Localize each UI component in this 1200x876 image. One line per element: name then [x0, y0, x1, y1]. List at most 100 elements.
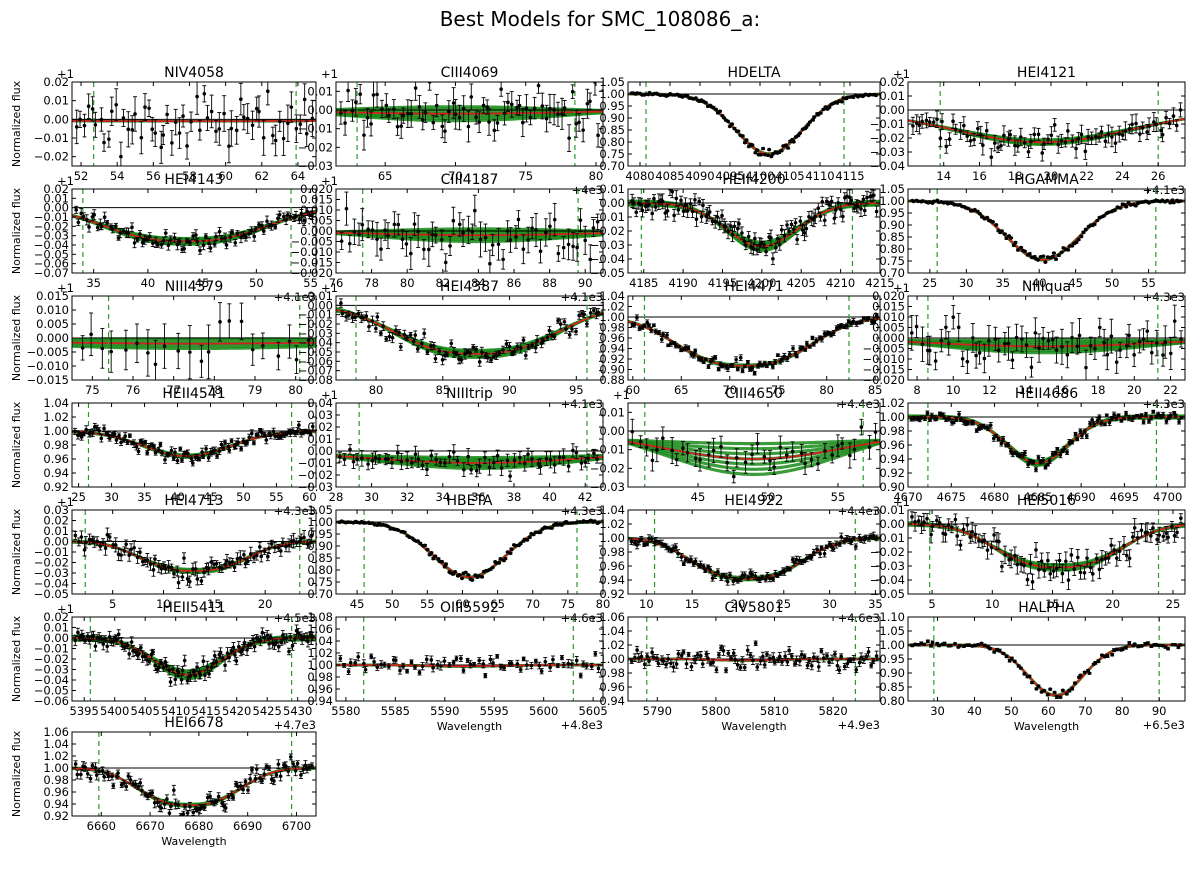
data-point	[809, 452, 814, 468]
data-point	[1082, 428, 1087, 435]
y-tick-label: 0.92	[43, 480, 69, 494]
plot-area	[908, 189, 1185, 273]
data-point	[864, 190, 869, 205]
data-point	[443, 253, 448, 272]
panel-ciii4650: 45 50 550.010.00−0.01−0.02−0.03CIII4650+1+…	[590, 386, 881, 518]
model-line	[908, 524, 1185, 566]
data-point	[348, 658, 353, 667]
data-point	[706, 364, 711, 369]
data-point	[1009, 236, 1014, 240]
data-point	[239, 445, 244, 452]
data-point	[449, 339, 454, 348]
data-point	[761, 240, 766, 249]
data-point	[135, 237, 140, 243]
data-point	[281, 121, 286, 156]
data-point	[487, 108, 492, 136]
data-point	[517, 95, 522, 116]
data-point	[1133, 203, 1138, 208]
data-point	[106, 771, 111, 782]
data-point	[405, 99, 410, 129]
data-point	[695, 651, 700, 658]
data-point	[996, 142, 1001, 153]
x-tick-label: 4115	[835, 169, 864, 183]
data-point	[1101, 214, 1106, 218]
data-point	[175, 565, 180, 577]
data-point	[839, 323, 844, 329]
data-point	[1058, 695, 1063, 699]
y-tick-label: 0.01	[599, 405, 625, 419]
x-tick-label: 4200	[747, 276, 776, 290]
data-point	[1029, 356, 1034, 378]
y-tick-label: −0.06	[34, 694, 69, 708]
data-point	[212, 446, 217, 454]
data-point	[402, 530, 407, 534]
data-point	[380, 522, 385, 527]
data-point	[596, 123, 601, 148]
x-tick-label: 42	[578, 490, 593, 504]
data-point	[998, 140, 1003, 151]
data-point	[934, 515, 939, 526]
data-point	[466, 448, 471, 465]
data-point	[251, 552, 256, 564]
data-point	[136, 447, 141, 455]
data-point	[1045, 552, 1050, 569]
data-point	[513, 225, 518, 249]
x-tick-label: 5790	[643, 704, 672, 718]
data-point	[1070, 134, 1075, 148]
data-point	[270, 126, 275, 145]
data-point	[207, 669, 212, 678]
panel-title: HEI4713	[164, 493, 223, 509]
x-tick-label: 45	[203, 490, 218, 504]
y-tick-label: 0.01	[43, 94, 69, 108]
data-point	[1099, 550, 1104, 569]
data-point	[1145, 641, 1150, 646]
data-point	[226, 793, 231, 801]
data-point	[257, 541, 262, 553]
y-tick-label: 0.88	[599, 373, 625, 387]
data-point	[799, 444, 804, 463]
y-tick-label: 0.015	[36, 289, 69, 303]
data-point	[229, 110, 234, 147]
data-point	[1127, 641, 1132, 645]
panel-title: HEI4143	[164, 172, 223, 188]
data-point	[767, 233, 772, 242]
y-tick-label: 0.02	[43, 75, 69, 89]
data-point	[787, 646, 792, 655]
data-point	[914, 315, 919, 338]
data-point	[920, 326, 925, 362]
data-point	[291, 760, 296, 768]
data-point	[831, 330, 836, 336]
data-point	[219, 235, 224, 242]
data-point	[1007, 553, 1012, 566]
data-point	[458, 655, 463, 662]
x-tick-label: 6660	[87, 819, 116, 833]
data-point	[116, 769, 121, 777]
data-point	[1030, 255, 1035, 260]
data-point	[241, 550, 246, 560]
data-point	[219, 564, 224, 573]
panel-title: NIIItrip	[446, 386, 493, 402]
x-offset-label: +4.6e3	[838, 611, 880, 625]
data-point	[1168, 336, 1173, 370]
x-tick-label: 45	[1068, 276, 1083, 290]
data-point	[209, 556, 214, 568]
data-point	[288, 212, 293, 221]
data-point	[129, 222, 134, 233]
y-tick-label: −0.02	[298, 317, 333, 331]
x-tick-label: 20	[1127, 383, 1142, 397]
data-point	[715, 568, 720, 576]
data-point	[299, 209, 304, 219]
data-point	[139, 121, 144, 155]
data-point	[375, 312, 380, 322]
x-tick-label: 60	[455, 597, 470, 611]
data-point	[596, 520, 601, 525]
y-offset-label: +1	[321, 281, 338, 295]
data-point	[384, 93, 389, 118]
data-point	[111, 540, 116, 549]
data-point	[782, 229, 787, 243]
data-point	[195, 237, 200, 246]
data-point	[794, 655, 799, 665]
data-point	[596, 308, 601, 317]
data-point	[940, 113, 945, 130]
data-point	[728, 221, 733, 231]
